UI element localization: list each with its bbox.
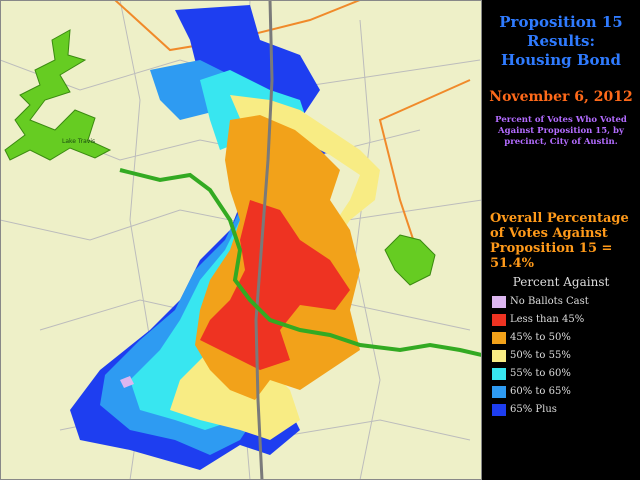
legend-swatch <box>492 386 506 398</box>
lake-label: Lake Travis <box>62 138 95 145</box>
region-no-ballots <box>120 376 134 388</box>
legend-item: 45% to 50% <box>492 331 638 346</box>
legend-label: 65% Plus <box>510 404 557 415</box>
map-description: Percent of Votes Who Voted Against Propo… <box>495 115 627 147</box>
legend-label: 55% to 60% <box>510 368 571 379</box>
overall-line-1: Overall Percentage <box>490 211 629 226</box>
overall-line-2: of Votes Against <box>490 226 608 241</box>
title-line-3: Housing Bond <box>501 51 621 69</box>
legend-item: No Ballots Cast <box>492 295 638 310</box>
election-date: November 6, 2012 <box>489 89 633 105</box>
legend-title: Percent Against <box>512 275 610 289</box>
region-60-65 <box>100 60 300 455</box>
legend-label: 60% to 65% <box>510 386 571 397</box>
title-line-1: Proposition 15 <box>499 13 623 31</box>
legend-swatch <box>492 332 506 344</box>
legend-swatch <box>492 368 506 380</box>
highway <box>254 0 274 480</box>
overall-percentage: Overall Percentage of Votes Against Prop… <box>490 211 640 271</box>
info-panel: Proposition 15 Results: Housing Bond Nov… <box>482 0 640 480</box>
legend-item: 65% Plus <box>492 403 638 418</box>
precinct-map: Lake Travis <box>0 0 482 480</box>
decker-lake <box>384 234 436 286</box>
legend-label: No Ballots Cast <box>510 296 589 307</box>
legend-label: Less than 45% <box>510 314 585 325</box>
legend-item: 60% to 65% <box>492 385 638 400</box>
legend-item: 50% to 55% <box>492 349 638 364</box>
legend-swatch <box>492 404 506 416</box>
legend-swatch <box>492 350 506 362</box>
title-line-2: Results: <box>527 32 595 50</box>
region-55-60 <box>130 70 310 430</box>
region-below-45 <box>200 200 350 370</box>
legend-item: 55% to 60% <box>492 367 638 382</box>
legend-item: Less than 45% <box>492 313 638 328</box>
overall-line-3: Proposition 15 = 51.4% <box>490 241 613 271</box>
legend-swatch <box>492 314 506 326</box>
legend-label: 50% to 55% <box>510 350 571 361</box>
legend-swatch <box>492 296 506 308</box>
legend-label: 45% to 50% <box>510 332 571 343</box>
lake-travis <box>4 29 112 161</box>
colorado-river <box>119 168 482 357</box>
